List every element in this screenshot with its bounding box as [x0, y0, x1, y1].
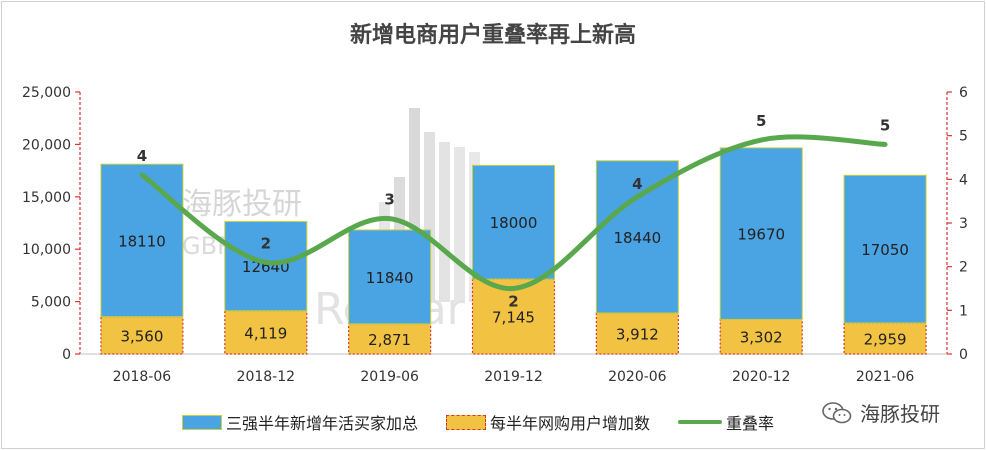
x-tick-label: 2020-12 — [732, 369, 791, 385]
watermark-cn: 海豚投研 — [182, 187, 302, 222]
x-tick-label: 2018-12 — [237, 369, 296, 385]
bar-orange-label: 7,145 — [492, 309, 535, 327]
bar-orange — [100, 316, 184, 355]
bar-orange-label: 4,119 — [244, 324, 287, 342]
legend: 三强半年新增年活买家加总 每半年网购用户增加数 重叠率 — [182, 410, 802, 434]
watermark-bar-3 — [424, 132, 435, 302]
bar-blue — [843, 174, 927, 324]
watermark-bar-5 — [454, 147, 465, 302]
y-left-tick-label: 15,000 — [22, 190, 71, 206]
bar-blue-label: 11840 — [366, 269, 414, 287]
bar-blue — [595, 160, 679, 314]
bar-orange — [595, 312, 679, 355]
legend-item-line: 重叠率 — [678, 410, 774, 434]
y-left-tick-label: 20,000 — [22, 137, 71, 153]
overlap-rate-label: 2 — [261, 234, 271, 252]
y-left-tick-label: 5,000 — [31, 295, 71, 311]
bar-orange — [224, 310, 308, 355]
bar-blue-label: 17050 — [861, 241, 909, 259]
wechat-icon — [822, 401, 852, 423]
chart-title: 新增电商用户重叠率再上新高 — [350, 22, 636, 48]
y-left-tick-label: 10,000 — [22, 242, 71, 258]
overlap-rate-label: 4 — [632, 175, 642, 193]
brand-text: 海豚投研 — [860, 402, 940, 426]
y-right-tick-label: 5 — [959, 129, 968, 145]
y-left-tick-label: 0 — [62, 347, 71, 363]
y-right-tick-label: 6 — [959, 85, 968, 101]
bar-blue — [348, 229, 432, 325]
legend-swatch-orange — [446, 414, 487, 430]
bar-orange — [719, 318, 803, 355]
bar-orange-label: 2,871 — [368, 331, 411, 349]
legend-label-orange: 每半年网购用户增加数 — [490, 414, 651, 433]
y-right-tick-label: 3 — [959, 216, 968, 232]
bar-blue — [472, 164, 555, 280]
overlap-rate-line — [139, 134, 888, 292]
y-right-tick-label: 1 — [959, 303, 968, 319]
overlap-rate-label: 3 — [384, 191, 394, 209]
bar-orange-label: 2,959 — [864, 330, 907, 348]
bar-blue-label: 18000 — [490, 214, 538, 232]
overlap-rate-label: 2 — [508, 293, 518, 311]
y-right-tick-label: 0 — [959, 347, 968, 363]
legend-item-blue: 三强半年新增年活买家加总 — [182, 410, 418, 434]
brand: 海豚投研 — [822, 398, 940, 427]
bar-orange — [348, 323, 432, 355]
bar-blue-label: 19670 — [737, 226, 785, 244]
watermark-bar-2 — [409, 108, 420, 302]
x-tick-label: 2020-06 — [608, 369, 667, 385]
bar-blue — [224, 221, 308, 312]
legend-item-orange: 每半年网购用户增加数 — [446, 410, 650, 434]
bar-orange-label: 3,302 — [740, 329, 783, 347]
legend-label-blue: 三强半年新增年活买家加总 — [226, 414, 419, 433]
bar-orange-label: 3,912 — [616, 326, 659, 344]
y-right-tick-label: 4 — [959, 172, 968, 188]
overlap-rate-label: 5 — [756, 112, 766, 130]
bar-blue — [100, 163, 184, 318]
bar-blue — [719, 147, 803, 320]
bar-orange — [471, 278, 556, 355]
x-tick-label: 2019-06 — [360, 369, 419, 385]
overlap-rate-label: 4 — [137, 147, 147, 165]
overlap-rate-label: 5 — [880, 116, 890, 134]
bar-blue-label: 18110 — [118, 232, 166, 250]
bar-orange-label: 3,560 — [120, 327, 163, 345]
watermark-bar-4 — [439, 142, 450, 302]
legend-label-line: 重叠率 — [726, 414, 775, 433]
x-tick-label: 2018-06 — [113, 369, 172, 385]
y-right-tick-label: 2 — [959, 260, 968, 276]
x-tick-label: 2019-12 — [484, 369, 543, 385]
legend-swatch-blue — [182, 414, 222, 430]
y-left-tick-label: 25,000 — [22, 85, 71, 101]
bar-blue-label: 18440 — [613, 229, 661, 247]
x-tick-label: 2021-06 — [856, 369, 915, 385]
legend-swatch-line — [678, 420, 723, 424]
